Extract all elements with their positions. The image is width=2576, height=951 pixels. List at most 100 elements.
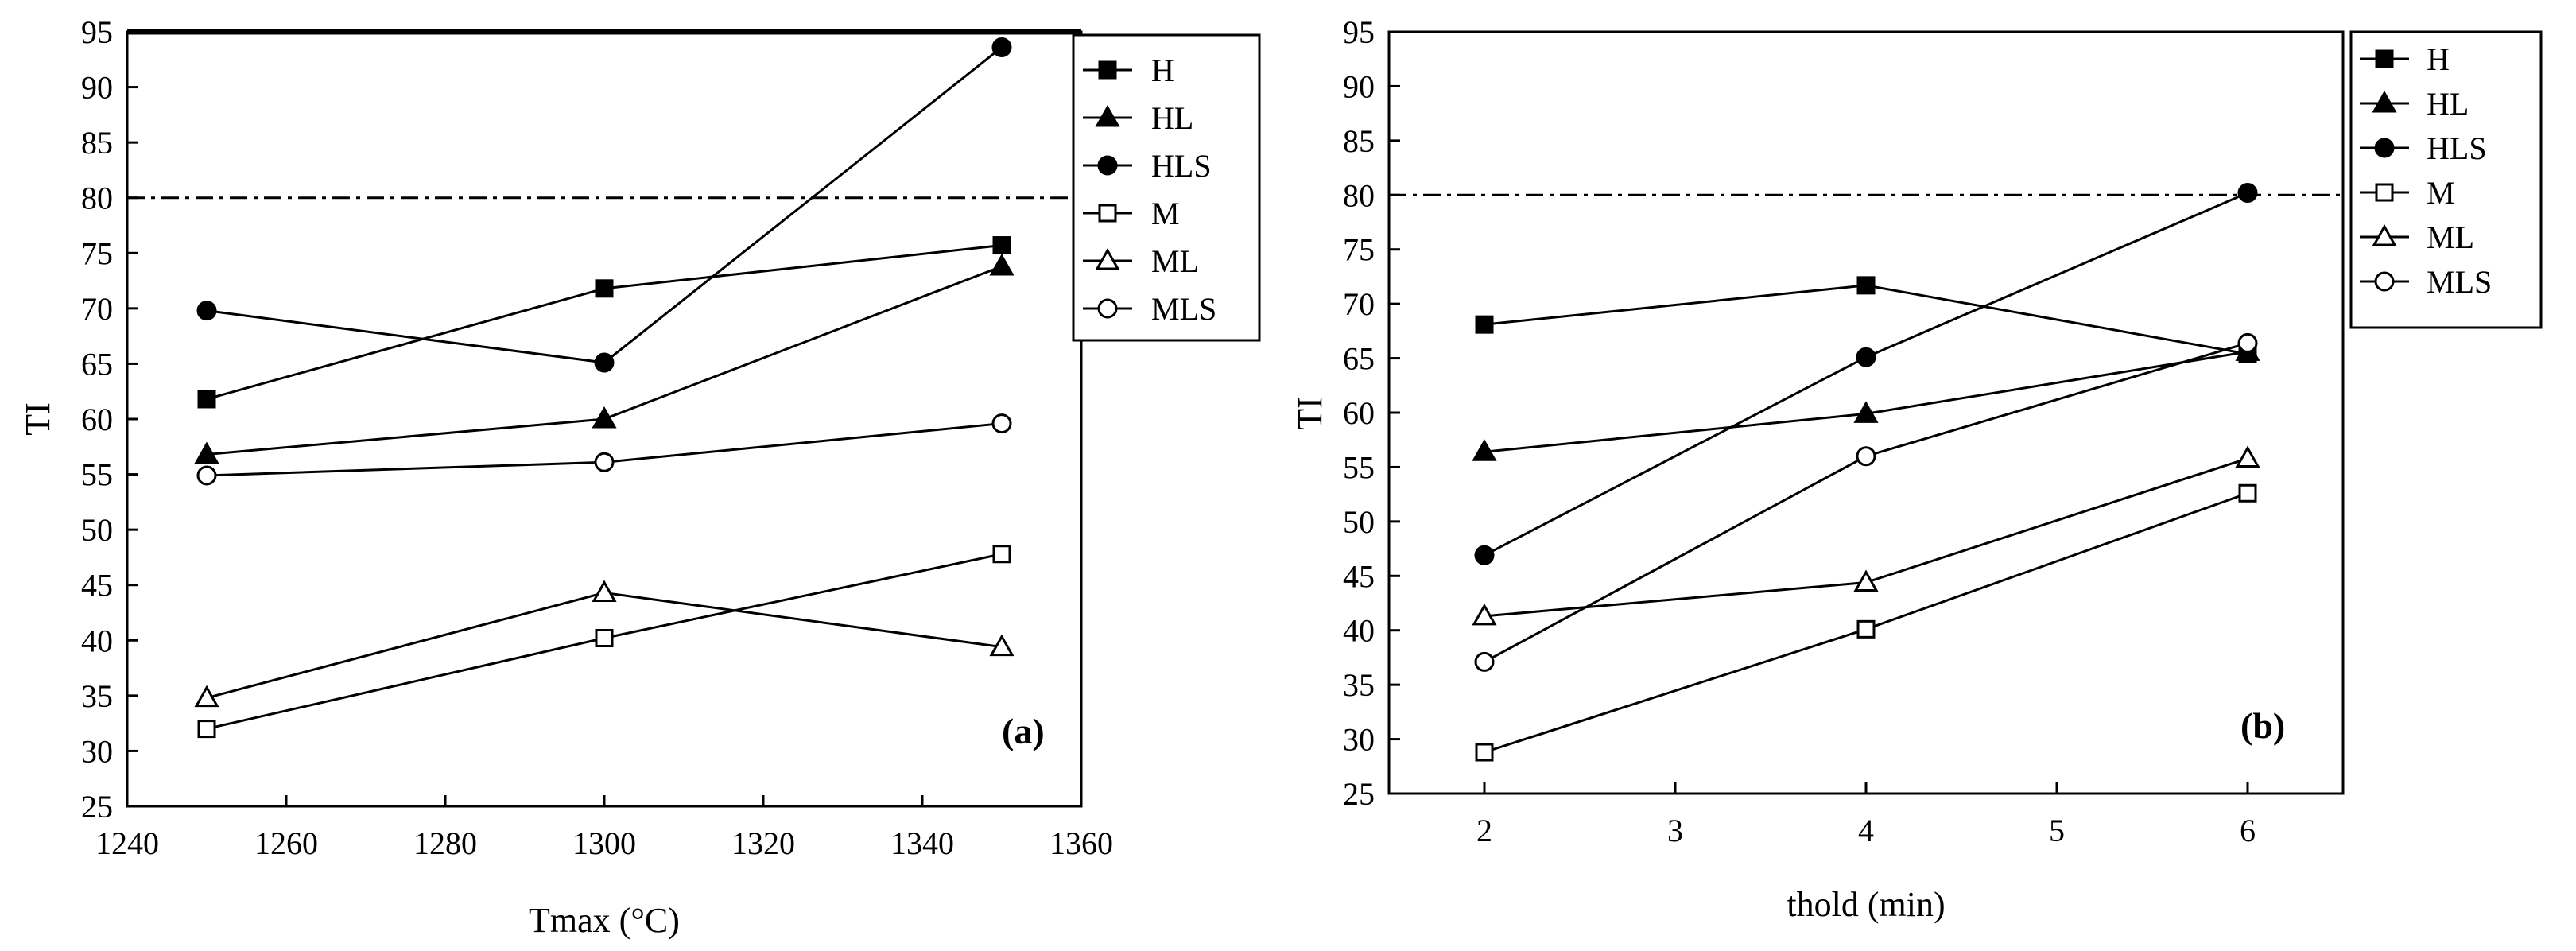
data-point-h [595, 279, 614, 298]
legend-items: H HL HLS M ML MLS [1083, 52, 1216, 327]
data-point-mls [594, 452, 615, 472]
series-line-ml [1484, 457, 2248, 618]
legend-items: H HL HLS M ML MLS [2360, 41, 2492, 300]
x-tick-label: 4 [1858, 813, 1874, 848]
data-point-hl [989, 253, 1014, 276]
x-tick-label: 1360 [1049, 825, 1113, 861]
series-line-hls [206, 46, 1003, 364]
y-tick-label: 40 [1343, 613, 1375, 649]
data-point-m [197, 720, 216, 739]
y-tick-label: 65 [1343, 341, 1375, 377]
y-tick-label: 75 [1343, 232, 1375, 268]
data-point-ml [194, 685, 219, 708]
data-point-m [1856, 619, 1876, 639]
y-tick-label: 50 [1343, 504, 1375, 540]
legend-label-ml: ML [1151, 243, 1199, 279]
y-tick-label: 80 [81, 180, 113, 216]
axis-ticks: 25 30 35 40 45 50 55 60 65 70 75 80 85 90 95 1240 1260 12… [81, 14, 1113, 861]
series-line-hls [1484, 192, 2248, 557]
x-axis-title: thold (min) [1787, 885, 1945, 924]
data-point-hls [196, 301, 217, 321]
data-point-h [992, 236, 1011, 255]
data-point-hls [991, 37, 1012, 57]
y-tick-label: 25 [1343, 776, 1375, 812]
data-point-ml [1853, 569, 1879, 592]
legend-label-h: H [2427, 41, 2450, 77]
data-point-h [197, 390, 216, 409]
legend-marker-hl [1095, 104, 1120, 127]
data-point-hls [1856, 347, 1876, 367]
x-tick-label: 6 [2240, 813, 2256, 848]
legend-box [2349, 30, 2543, 329]
x-tick-label: 1240 [95, 825, 159, 861]
x-tick-label: 3 [1667, 813, 1683, 848]
y-tick-label: 65 [81, 346, 113, 382]
data-point-hl [1472, 439, 1497, 461]
series-line-h [1484, 284, 2248, 355]
y-tick-label: 75 [81, 235, 113, 271]
y-tick-label: 50 [81, 512, 113, 548]
data-point-hl [592, 406, 617, 429]
series-layer [194, 37, 1014, 739]
y-tick-label: 95 [81, 14, 113, 50]
data-point-mls [2237, 332, 2258, 353]
x-tick-label: 1280 [413, 825, 477, 861]
legend-label-hls: HLS [1151, 148, 1212, 184]
y-tick-label: 60 [1343, 395, 1375, 431]
x-tick-label: 1320 [731, 825, 795, 861]
data-point-h [1856, 276, 1876, 295]
data-point-mls [196, 465, 217, 486]
series-line-h [206, 244, 1003, 401]
data-point-ml [989, 634, 1014, 657]
data-point-hls [1474, 545, 1495, 565]
y-tick-label: 30 [81, 733, 113, 769]
x-tick-label: 5 [2049, 813, 2065, 848]
data-point-mls [1856, 446, 1876, 467]
y-tick-label: 80 [1343, 177, 1375, 213]
legend-marker-mls [2374, 271, 2395, 292]
data-point-ml [1472, 603, 1497, 626]
y-axis-title: TI [18, 402, 57, 436]
legend-label-ml: ML [2427, 219, 2474, 255]
x-tick-label: 1340 [890, 825, 954, 861]
legend-marker-h [2375, 49, 2394, 68]
y-tick-label: 45 [1343, 558, 1375, 594]
data-point-ml [592, 580, 617, 602]
y-tick-label: 30 [1343, 722, 1375, 758]
data-point-h [1475, 315, 1494, 334]
data-point-hls [594, 352, 615, 373]
y-tick-label: 40 [81, 623, 113, 658]
legend-marker-h [1098, 60, 1117, 80]
legend-marker-ml [1095, 247, 1120, 270]
legend-label-mls: MLS [1151, 291, 1216, 327]
y-tick-label: 90 [1343, 68, 1375, 104]
y-tick-label: 35 [81, 678, 113, 714]
legend: H HL HLS M ML MLS [1072, 33, 1261, 342]
y-tick-label: 55 [1343, 449, 1375, 485]
y-tick-label: 70 [81, 291, 113, 327]
legend-marker-hls [2374, 138, 2395, 158]
y-tick-label: 90 [81, 70, 113, 106]
y-tick-label: 95 [1343, 14, 1375, 50]
legend-label-m: M [1151, 196, 1180, 231]
x-tick-label: 1300 [572, 825, 636, 861]
panel-label: (a) [1002, 711, 1045, 751]
legend-marker-m [2375, 183, 2394, 202]
legend-marker-hl [2372, 90, 2397, 113]
legend-marker-m [1098, 204, 1117, 223]
y-tick-label: 25 [81, 789, 113, 825]
legend-label-m: M [2427, 175, 2455, 211]
y-tick-label: 55 [81, 457, 113, 493]
series-line-mls [1484, 341, 2248, 663]
data-point-m [1475, 743, 1494, 762]
y-tick-label: 85 [81, 125, 113, 161]
y-axis-title: TI [1290, 397, 1329, 430]
legend-label-mls: MLS [2427, 264, 2492, 300]
data-point-m [992, 545, 1011, 564]
legend-box [1072, 33, 1261, 342]
panel-label: (b) [2240, 705, 2285, 746]
y-tick-label: 60 [81, 402, 113, 437]
data-point-hl [1853, 401, 1879, 423]
legend-marker-ml [2372, 223, 2397, 246]
